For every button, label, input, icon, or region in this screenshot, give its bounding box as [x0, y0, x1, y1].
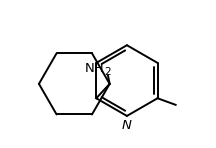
Text: N: N: [122, 119, 132, 132]
Text: NH: NH: [85, 62, 105, 75]
Text: 2: 2: [105, 67, 111, 77]
